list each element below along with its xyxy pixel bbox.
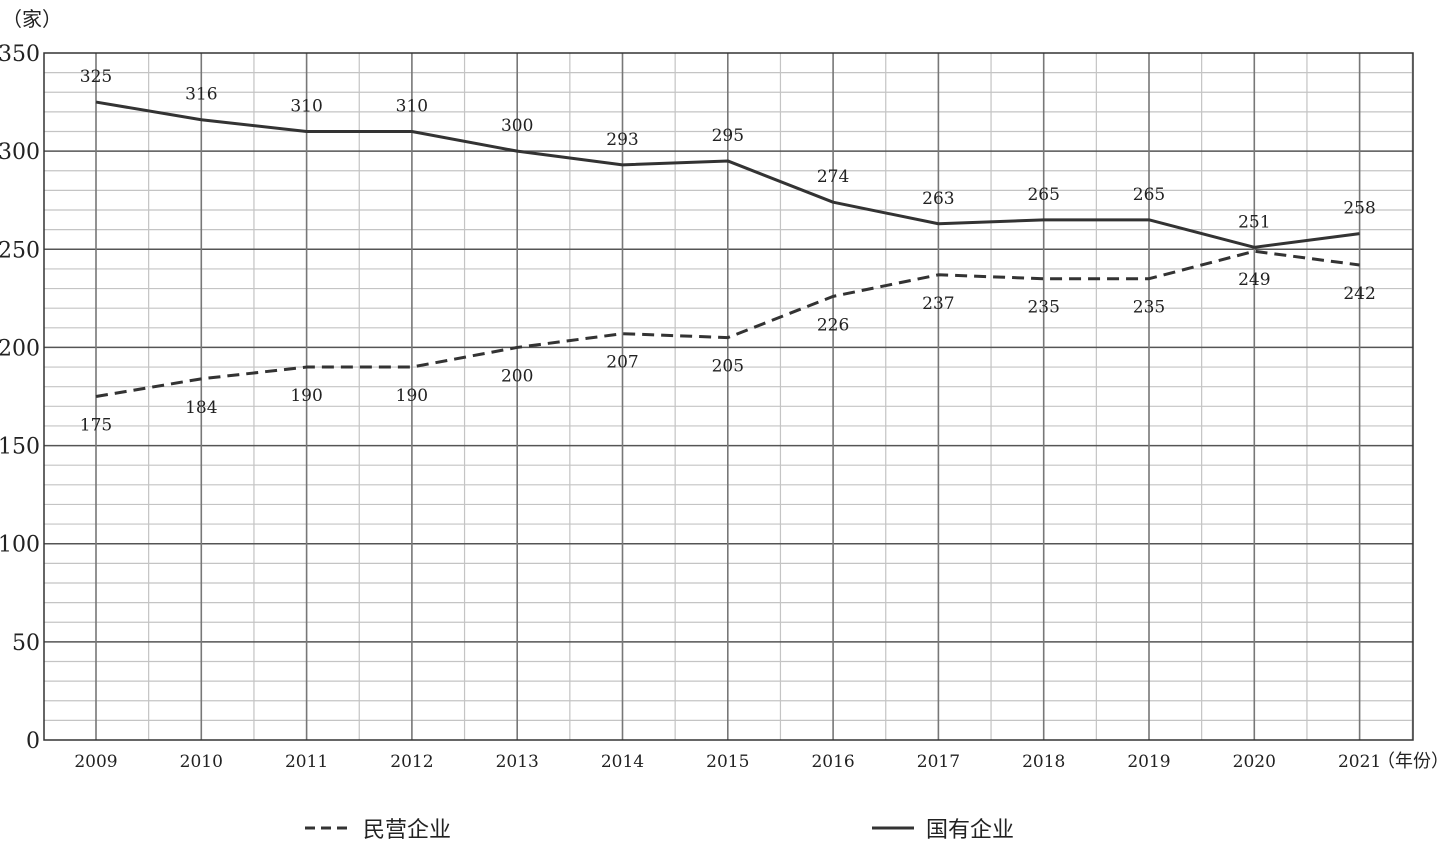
y-tick-label: 0	[26, 729, 40, 754]
x-tick-label: 2021	[1338, 752, 1381, 772]
private-data-label: 205	[712, 357, 744, 377]
series-layer: 175 184 190 190 200 207 205 226 237 235 235 249 242 3…	[80, 67, 1376, 435]
x-tick-label: 2016	[811, 752, 854, 772]
x-tick-label: 2018	[1022, 752, 1065, 772]
y-tick-label: 300	[0, 140, 40, 165]
series-state: 325 316 310 310 300 293 295 274 263 265 265 251 258	[80, 67, 1376, 249]
state-line	[95, 100, 1360, 249]
legend-item-private: 民营企业	[305, 812, 451, 844]
private-data-label: 200	[501, 366, 533, 386]
private-data-label: 190	[290, 386, 322, 406]
private-data-label: 207	[606, 353, 638, 373]
y-tick-label: 350	[0, 42, 40, 67]
legend-label-state: 国有企业	[926, 818, 1015, 843]
state-data-label: 295	[712, 126, 744, 146]
private-data-label: 226	[817, 315, 849, 335]
x-tick-label: 2014	[601, 752, 644, 772]
state-data-label: 300	[501, 116, 533, 136]
series-private: 175 184 190 190 200 207 205 226 237 235 235 249 242	[80, 249, 1376, 436]
state-data-label: 263	[922, 189, 954, 209]
state-data-label: 258	[1343, 199, 1375, 219]
plot-frame	[43, 52, 1414, 741]
x-tick-label: 2013	[496, 752, 539, 772]
state-data-label: 265	[1027, 185, 1059, 205]
x-tick-label: 2009	[74, 752, 117, 772]
private-data-label: 237	[922, 294, 954, 314]
private-data-label: 175	[80, 416, 112, 436]
state-data-label: 265	[1133, 185, 1165, 205]
x-tick-label: 2017	[917, 752, 960, 772]
x-tick-label: 2010	[180, 752, 223, 772]
x-tick-label: 2011	[285, 752, 328, 772]
y-tick-label: 50	[12, 631, 40, 656]
private-data-label: 235	[1027, 298, 1059, 318]
private-line	[95, 249, 1360, 398]
y-tick-label: 100	[0, 533, 40, 558]
y-axis-ticks: 0 50 100 150 200 250 300 350	[0, 42, 40, 754]
private-data-label: 184	[185, 398, 217, 418]
state-data-label: 251	[1238, 212, 1270, 232]
x-axis-ticks: 2009 2010 2011 2012 2013 2014 2015 2016 2017 2018…	[74, 752, 1381, 772]
y-tick-label: 200	[0, 336, 40, 361]
state-data-label: 310	[290, 97, 322, 117]
legend-item-state: 国有企业	[872, 812, 1014, 844]
x-tick-label: 2020	[1233, 752, 1276, 772]
y-axis-label: （家）	[2, 7, 62, 31]
category-gridlines	[95, 53, 1361, 740]
y-tick-label: 150	[0, 435, 40, 460]
state-data-label: 310	[396, 97, 428, 117]
state-data-label: 325	[80, 67, 112, 87]
private-data-label: 242	[1343, 284, 1375, 304]
x-tick-label: 2012	[390, 752, 433, 772]
x-tick-label: 2015	[706, 752, 749, 772]
y-tick-label: 250	[0, 238, 40, 263]
x-tick-label: 2019	[1127, 752, 1170, 772]
x-axis-label: （年份）	[1377, 751, 1449, 772]
dashed-line-swatch	[305, 826, 351, 830]
private-data-label: 190	[396, 386, 428, 406]
state-data-label: 316	[185, 85, 217, 105]
state-data-label: 293	[606, 130, 638, 150]
private-data-label: 235	[1133, 298, 1165, 318]
solid-line-swatch	[872, 826, 914, 830]
private-data-label: 249	[1238, 270, 1270, 290]
legend-label-private: 民营企业	[363, 818, 452, 843]
state-data-label: 274	[817, 167, 849, 187]
